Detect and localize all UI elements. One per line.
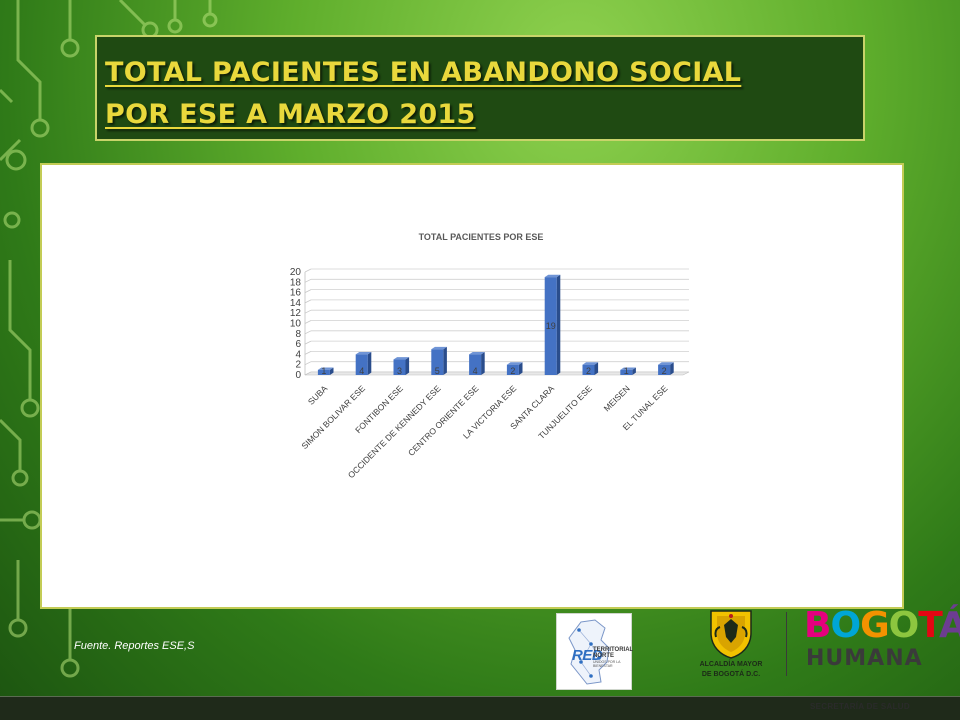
data-label: 2 (662, 366, 667, 376)
slide-title-line-2: POR ESE A MARZO 2015 (105, 99, 476, 130)
bar-top (317, 367, 334, 370)
bar-side (481, 352, 485, 375)
red-territorial-norte-logo: RED TERRITORIAL NORTE UNIDOS POR LA BIEN… (556, 613, 633, 690)
alcaldia-line1: ALCALDÍA MAYOR (699, 661, 763, 668)
bar (506, 364, 519, 375)
y-tick-label: 14 (290, 298, 302, 309)
bar-side (670, 362, 674, 375)
title-box: TOTAL PACIENTES EN ABANDONO SOCIAL POR E… (95, 35, 865, 141)
red-logo-line2: NORTE (593, 653, 614, 659)
data-label: 4 (473, 366, 478, 376)
bar (620, 369, 633, 375)
bar-top (355, 352, 372, 355)
footer-divider (0, 696, 960, 697)
x-tick-label: CENTRO ORIENTE ESE (406, 383, 481, 458)
bar-top (658, 362, 674, 365)
red-logo-line1: TERRITORIAL (593, 647, 634, 653)
bar-side (518, 362, 523, 375)
y-tick-label: 4 (295, 349, 301, 360)
bogota-letter: T (918, 605, 940, 646)
data-label: 19 (546, 321, 556, 331)
red-logo-tagline: UNIDOS POR LA BIENESTAR (593, 660, 621, 668)
data-label: 1 (321, 366, 326, 376)
y-tick-label: 18 (290, 277, 302, 288)
bogota-letter: G (860, 605, 890, 646)
y-tick-label: 12 (290, 308, 302, 319)
gridline-side (304, 289, 312, 293)
y-tick-label: 8 (295, 329, 301, 340)
bar-side (367, 352, 372, 375)
data-label: 2 (586, 366, 591, 376)
gridline-side (304, 361, 312, 366)
bar (544, 277, 557, 375)
x-tick-label: MEISEN (602, 383, 632, 413)
bogota-letter: O (830, 605, 861, 646)
gridline-side (304, 268, 312, 273)
bar-top (506, 362, 523, 365)
bar (469, 354, 482, 375)
y-tick-label: 6 (295, 339, 301, 350)
bar-top (393, 357, 410, 360)
secretaria-label: SECRETARÍA DE SALUD (810, 702, 910, 711)
bar-chart: TOTAL PACIENTES POR ESE 0246810121416182… (290, 232, 690, 480)
chart-panel: TOTAL PACIENTES POR ESE 0 2 4 6 8 10 12 14 16 18 2… (40, 163, 904, 609)
bar (355, 354, 368, 375)
chart-title: TOTAL PACIENTES POR ESE (419, 232, 544, 242)
bogota-letter: B (804, 605, 831, 646)
bar-side (405, 357, 410, 375)
gridline-side (304, 330, 312, 335)
coat-of-arms-icon (710, 610, 752, 659)
bar-top (544, 274, 561, 278)
x-tick-label: SIMON BOLIVAR ESE (299, 383, 367, 451)
y-tick-label: 20 (290, 267, 302, 278)
red-logo-subtitle: TERRITORIAL NORTE (593, 647, 633, 659)
bar-top (620, 367, 636, 370)
gridline-side (304, 320, 312, 324)
bar-side (329, 367, 334, 375)
y-tick-label: 2 (295, 360, 301, 371)
humana-word: HUMANA (806, 646, 923, 671)
slide-title-line-1: TOTAL PACIENTES EN ABANDONO SOCIAL (105, 57, 742, 88)
bar (393, 359, 406, 375)
data-label: 4 (359, 366, 364, 376)
bar-top (469, 352, 485, 355)
data-label: 5 (435, 366, 440, 376)
bar-top (582, 362, 599, 365)
bar-side (632, 367, 636, 375)
y-tick-label: 16 (290, 288, 302, 299)
bar (658, 364, 671, 375)
bogota-letter: Á (939, 605, 960, 646)
data-label: 3 (397, 366, 402, 376)
bar-side (594, 362, 599, 375)
bogota-letter: O (888, 605, 920, 646)
data-label: 2 (510, 366, 515, 376)
gridline-side (304, 351, 312, 355)
bar-top (431, 346, 447, 350)
bar (317, 369, 330, 375)
source-note: Fuente. Reportes ESE,S (74, 640, 195, 652)
alcaldia-line2: DE BOGOTÁ D.C. (701, 671, 761, 678)
footer-bar (0, 696, 960, 720)
y-tick-label: 10 (290, 319, 302, 330)
bar (582, 364, 595, 375)
gridline-side (304, 340, 312, 345)
logo-divider (786, 612, 787, 676)
data-label: 1 (624, 366, 629, 376)
y-tick-label: 0 (295, 370, 301, 381)
bar (431, 349, 444, 375)
bar-side (556, 274, 561, 375)
gridline-side (304, 309, 312, 314)
red-logo-word: RED (572, 647, 603, 664)
gridline-side (304, 299, 312, 304)
gridline-side (304, 278, 312, 283)
x-tick-label: SUBA (306, 383, 330, 407)
alcaldia-logo: ALCALDÍA MAYOR DE BOGOTÁ D.C. (688, 605, 774, 685)
bar-side (443, 346, 447, 375)
bogota-word: BOGOTÁ (804, 606, 960, 646)
map-icon (568, 619, 610, 685)
